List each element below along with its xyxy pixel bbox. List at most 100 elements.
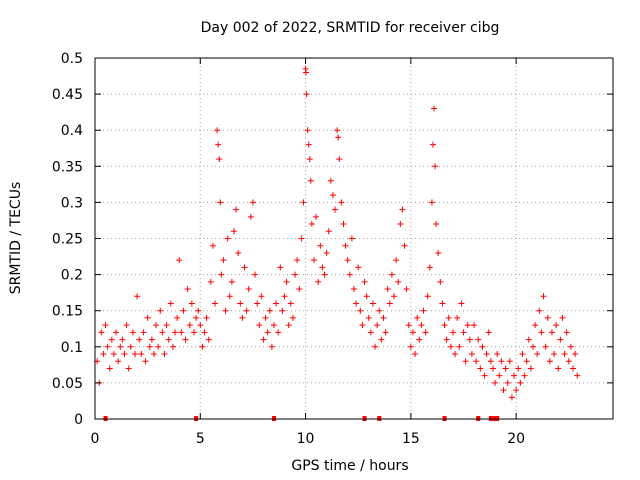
data-point [190, 329, 197, 336]
grid [95, 58, 613, 419]
data-point [241, 264, 248, 271]
data-point [119, 336, 126, 343]
data-point [218, 271, 225, 278]
data-point [140, 329, 147, 336]
data-point [548, 329, 555, 336]
data-point [376, 307, 383, 314]
data-point [527, 365, 534, 372]
data-point [123, 322, 130, 329]
data-point [258, 293, 265, 300]
data-point [403, 286, 410, 293]
x-axis-label: GPS time / hours [291, 458, 408, 474]
data-point [492, 379, 499, 386]
data-point [195, 307, 202, 314]
y-tick-label: 0.5 [61, 51, 83, 67]
data-point [506, 358, 513, 365]
data-point [146, 343, 153, 350]
data-point [546, 358, 553, 365]
data-point [329, 192, 336, 199]
data-point [414, 314, 421, 321]
data-point [220, 257, 227, 264]
data-point [197, 322, 204, 329]
data-point [496, 372, 503, 379]
data-point [563, 329, 570, 336]
data-point [456, 343, 463, 350]
ticks: 0 0.05 0.1 0.15 0.2 0.25 0.3 0.35 0.4 0.45 0.5 0 5 10… [52, 51, 613, 447]
data-point [569, 365, 576, 372]
data-point [270, 322, 277, 329]
data-point [416, 336, 423, 343]
data-point [504, 379, 511, 386]
data-point [260, 336, 267, 343]
data-point [429, 141, 436, 148]
data-point [222, 307, 229, 314]
x-tick-label: 5 [196, 431, 205, 447]
data-point [502, 365, 509, 372]
data-point [395, 278, 402, 285]
data-point [110, 351, 117, 358]
data-point [544, 314, 551, 321]
data-point [148, 336, 155, 343]
data-point [121, 351, 128, 358]
data-point [348, 235, 355, 242]
data-point [351, 286, 357, 293]
data-point [245, 286, 252, 293]
y-tick-label: 0.35 [52, 159, 83, 175]
data-point [420, 307, 427, 314]
data-point [182, 336, 189, 343]
data-point [540, 293, 547, 300]
data-point [422, 329, 429, 336]
data-point [228, 278, 235, 285]
data-point [325, 228, 332, 235]
data-point [397, 221, 404, 228]
data-point [142, 358, 149, 365]
data-point [287, 300, 294, 307]
data-point [574, 372, 581, 379]
data-point [365, 314, 372, 321]
data-point [407, 343, 414, 350]
data-point [279, 307, 286, 314]
y-tick-label: 0.1 [61, 340, 83, 356]
data-point [468, 351, 475, 358]
data-point [216, 156, 223, 163]
data-point [473, 358, 480, 365]
data-point [163, 322, 170, 329]
data-point [433, 221, 440, 228]
data-point [515, 365, 522, 372]
data-point [500, 387, 507, 394]
data-point [277, 264, 284, 271]
data-point [209, 242, 216, 249]
data-point [98, 329, 105, 336]
data-point [369, 300, 376, 307]
data-point [432, 163, 439, 170]
data-point [315, 278, 322, 285]
x-tick-label: 10 [297, 431, 315, 447]
data-point [172, 329, 179, 336]
data-point [296, 286, 303, 293]
data-point [378, 336, 385, 343]
data-point [292, 271, 299, 278]
data-point [117, 343, 124, 350]
y-axis-label: SRMTID / TECUs [8, 182, 24, 295]
data-point [310, 257, 317, 264]
data-point [443, 336, 450, 343]
data-point [205, 336, 212, 343]
data-point [523, 358, 530, 365]
y-tick-label: 0 [74, 412, 83, 428]
data-point [243, 307, 250, 314]
data-point [212, 300, 219, 307]
data-point [281, 293, 288, 300]
data-point [479, 343, 486, 350]
data-point [521, 372, 528, 379]
data-point [525, 336, 532, 343]
data-point [186, 322, 193, 329]
data-point [559, 314, 566, 321]
data-point [254, 300, 261, 307]
data-point [572, 351, 579, 358]
data-point [481, 372, 488, 379]
data-point [108, 336, 115, 343]
data-point [153, 322, 160, 329]
data-point [264, 329, 271, 336]
data-point [409, 329, 416, 336]
data-point [247, 213, 254, 220]
